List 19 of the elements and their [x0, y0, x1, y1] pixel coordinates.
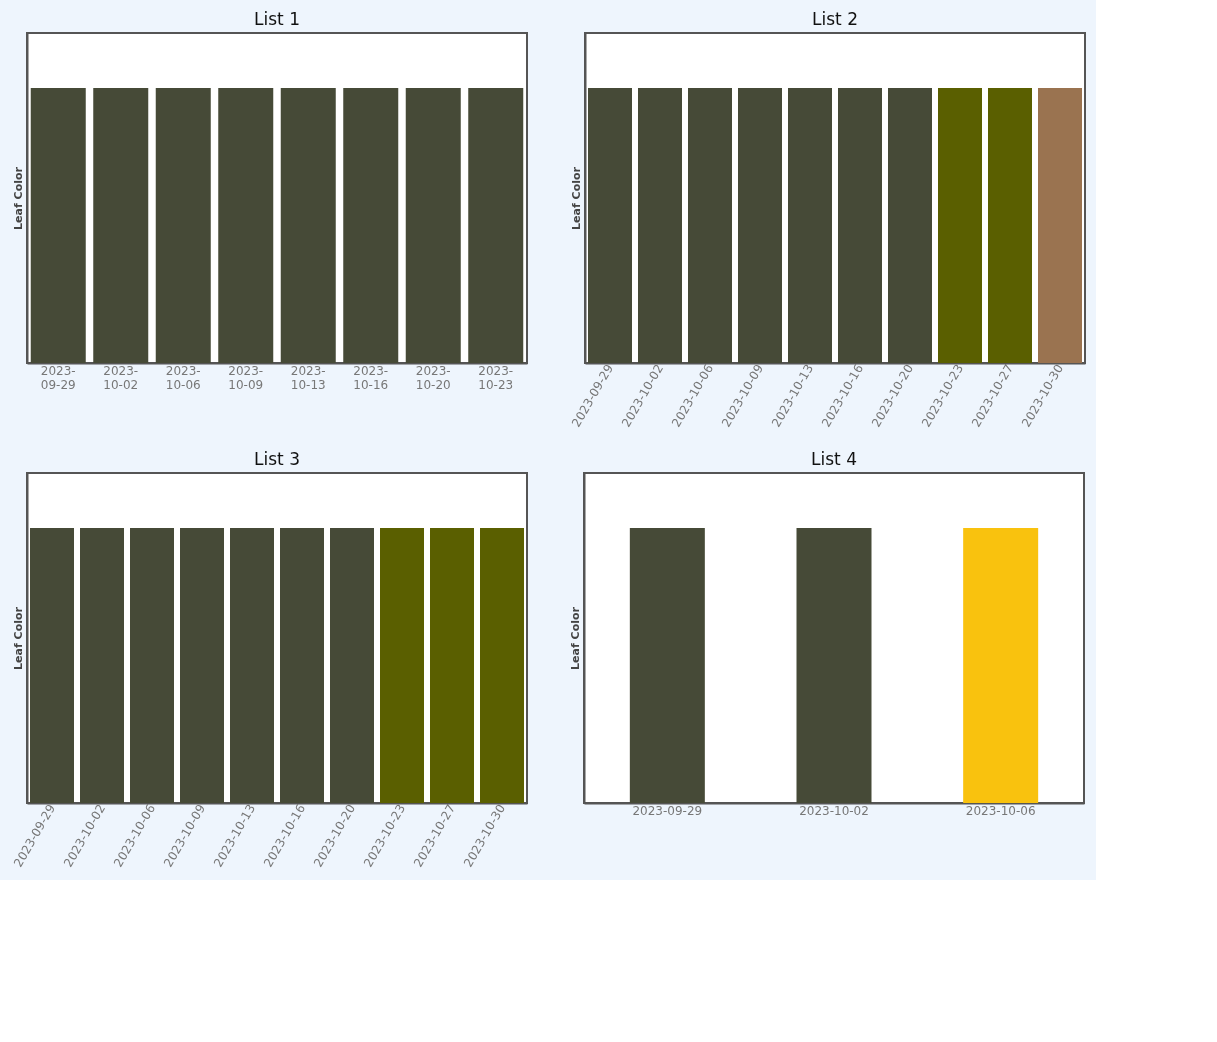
chart-title: List 3 [254, 449, 300, 469]
x-tick-label: 2023-10-20 [415, 363, 451, 392]
chart-title: List 1 [254, 9, 300, 29]
x-tick-label: 2023-09-29 [632, 803, 703, 818]
x-tick-label: 2023-10-09 [228, 363, 264, 392]
x-tick-label: 2023-10-16 [353, 363, 389, 392]
chart-title: List 2 [812, 9, 858, 29]
y-axis-title: Leaf Color [568, 606, 582, 670]
chart-title: List 4 [811, 449, 857, 469]
x-tick-label: 2023-10-02 [799, 803, 869, 818]
y-axis-title: Leaf Color [11, 166, 25, 230]
x-tick-label: 2023-10-06 [965, 803, 1036, 818]
y-axis-title: Leaf Color [569, 166, 583, 230]
x-tick-label: 2023-09-29 [40, 363, 76, 392]
x-tick-label: 2023-10-06 [165, 363, 201, 392]
x-tick-label: 2023-10-13 [290, 363, 326, 392]
x-tick-label: 2023-10-02 [103, 363, 139, 392]
x-tick-label: 2023-10-23 [478, 363, 514, 392]
y-axis-title: Leaf Color [11, 606, 25, 670]
